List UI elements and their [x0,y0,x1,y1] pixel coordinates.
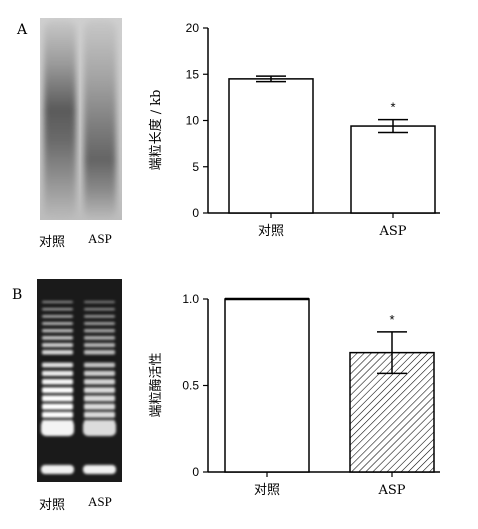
panel-a-label: A [17,22,28,38]
gel-band [42,403,73,410]
gel-band [84,322,115,326]
gel-band [42,301,73,303]
gel-band [84,308,115,311]
gel-band [84,395,115,402]
panel-a-y-tick-label: 0 [192,206,199,220]
panel-a-x-tick-label: 对照 [258,224,284,239]
panel-a-lane-control-label: 对照 [39,235,66,250]
panel-a-bar-1 [350,125,436,214]
panel-a-lane-asp-label: ASP [88,231,112,246]
panel-b-lane-asp-label: ASP [88,494,112,509]
panel-b-lane-control-label: 对照 [39,498,66,513]
panel-a-y-axis-label: 端粒长度 / kb [148,90,164,171]
gel-band [42,411,73,418]
gel-internal-control-band [41,420,74,436]
panel-b-x-tick-label: ASP [377,483,405,498]
gel-band [42,329,73,333]
gel-band [84,343,115,348]
gel-band [42,308,73,311]
panel-a-y-tick-label: 15 [186,67,200,81]
panel-a-significance-marker-1: * [390,100,395,115]
panel-b-gel-image [37,279,122,482]
panel-b-y-axis-label: 端粒酶活性 [148,352,164,417]
gel-primer-dimer-band [41,465,74,474]
panel-b-y-tick-label: 1.0 [182,292,199,306]
panel-b-label: B [12,287,23,303]
gel-band [84,301,115,303]
gel-internal-control-band [83,420,116,436]
gel-band [84,329,115,333]
gel-band [42,379,73,385]
panel-a-x-tick-label: ASP [378,224,406,239]
panel-b-y-tick-label: 0 [192,465,199,479]
gel-band [84,336,115,340]
gel-band [42,315,73,318]
gel-band [84,350,115,355]
gel-band [84,315,115,318]
gel-band [42,336,73,340]
gel-band [84,387,115,394]
panel-b-bar-chart: 端粒酶活性 0 0.5 1.0 对照 ASP * [148,292,440,498]
gel-band [42,343,73,348]
panel-b-x-tick-label: 对照 [254,483,280,498]
panel-a-y-tick-label: 20 [186,21,200,35]
panel-b-bar-0 [224,298,310,473]
panel-b-significance-marker-1: * [389,312,394,327]
gel-band [42,362,73,368]
gel-band [84,362,115,368]
gel-band [84,379,115,385]
panel-b-y-tick-label: 0.5 [182,379,199,393]
gel-band [42,322,73,326]
gel-band [42,350,73,355]
panel-a-bar-0 [228,78,314,214]
panel-a-bar-chart: 端粒长度 / kb 0 5 10 15 20 对照 ASP * [148,21,440,239]
gel-band [84,411,115,418]
panel-a-gel-image [40,18,122,220]
gel-band [42,387,73,394]
panel-a-y-tick-label: 10 [186,114,200,128]
gel-band [84,403,115,410]
gel-primer-dimer-band [83,465,116,474]
gel-band [42,395,73,402]
panel-a-y-tick-label: 5 [192,160,199,174]
gel-band [84,370,115,376]
gel-band [42,370,73,376]
